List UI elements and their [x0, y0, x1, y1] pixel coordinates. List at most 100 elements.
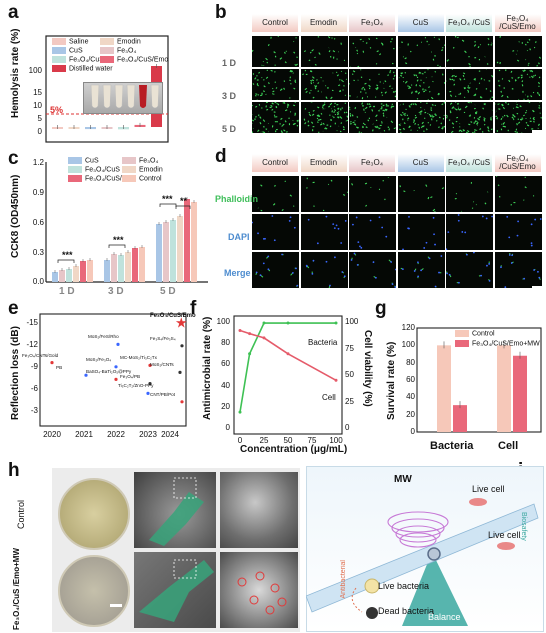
g-legend-label: Control	[472, 330, 495, 338]
f-marker	[238, 328, 242, 332]
b-micrograph-cells	[252, 102, 299, 133]
e-point	[180, 344, 184, 348]
g-ytick: 100	[401, 340, 415, 350]
c-bar	[87, 260, 93, 282]
panel-letter-a: a	[8, 2, 19, 23]
d-micrograph	[252, 214, 299, 250]
i-diagram	[306, 498, 539, 626]
g-ytick: 60	[406, 375, 415, 384]
c-bar	[104, 260, 110, 282]
e-xtick: 2021	[75, 430, 93, 439]
f-ytick2: 0	[345, 423, 350, 432]
f-marker	[262, 321, 266, 325]
a-legend-label: Emodin	[117, 38, 141, 46]
d-micrograph-cells	[398, 184, 444, 212]
b-micrograph	[300, 102, 348, 133]
panel-letter-c: c	[8, 148, 19, 169]
c-chart	[45, 162, 208, 283]
e-point-label: CNT/PB/Pot	[150, 391, 176, 397]
f-marker	[248, 352, 252, 356]
a-legend-item: Fe₃O₄/CuS/Emo	[100, 56, 168, 63]
c-bar	[59, 270, 65, 282]
c-legend-swatch	[122, 175, 136, 182]
d-micrograph-cells	[446, 214, 493, 250]
f-xtick: 25	[259, 436, 269, 445]
balance-beam	[306, 503, 539, 613]
i-biosafety: Biosafety	[520, 512, 527, 541]
f-marker	[286, 321, 290, 325]
e-point	[116, 342, 120, 346]
a-legend-item: Distilled water	[52, 65, 113, 72]
c-ytick: 0.9	[32, 188, 44, 197]
c-legend-item: Emodin	[122, 166, 163, 173]
f-xtick: 75	[307, 436, 317, 445]
hemolysis-tubes	[90, 84, 160, 109]
e-ytick: -15	[26, 318, 38, 327]
f-marker	[248, 332, 252, 336]
c-legend-item: Fe₃O₄/CuS	[68, 166, 120, 173]
b-micrograph-cells	[252, 36, 298, 67]
i-dead-bacteria: Dead bacteria	[378, 606, 435, 616]
f-ylabel2: Cell viability (%)	[362, 330, 373, 407]
e-star-point: ★	[175, 314, 188, 330]
d-micrograph-cells	[350, 252, 396, 288]
b-micrograph	[397, 102, 445, 133]
sem-bacteria-markers	[237, 571, 287, 615]
c-bar	[52, 272, 58, 282]
b-micrograph	[494, 102, 542, 133]
f-xtick: 50	[283, 436, 293, 445]
d-micrograph-cells	[252, 215, 296, 242]
live-cell-icon-2	[497, 542, 515, 550]
a-legend-swatch	[52, 38, 66, 45]
e-point-label: Fe₃S₄/Fe₃S₄	[150, 335, 176, 341]
c-legend-item: Fe₃O₄	[122, 157, 158, 164]
c-bar	[73, 266, 79, 282]
e-point	[178, 370, 182, 374]
h-row1-label: Control	[16, 500, 26, 530]
d-micrograph-cells	[352, 216, 388, 249]
c-bar	[132, 248, 138, 282]
g-legend-label: Fe₃O₄/CuS/Emo+MW	[472, 340, 540, 348]
e-point	[50, 361, 54, 365]
i-balance: Balance	[428, 612, 461, 622]
b-micrograph-cells	[303, 36, 345, 67]
e-point-label: Fe₃O₄/PB	[120, 373, 141, 379]
b-row-label: 3 D	[222, 91, 237, 101]
c-ytick: 0.0	[32, 277, 44, 286]
d-micrograph-cells	[257, 180, 295, 212]
d-row-label: Phalloidin	[215, 194, 259, 204]
g-ytick: 120	[401, 323, 415, 332]
c-bar	[80, 261, 86, 282]
b-row-label: 5 D	[222, 124, 237, 134]
e-ytick: -3	[30, 406, 38, 415]
d-micrograph	[349, 214, 396, 250]
c-legend-swatch	[68, 157, 82, 164]
a-legend-swatch	[52, 65, 66, 72]
b-micrograph	[397, 36, 445, 67]
c-sig: ***	[162, 194, 173, 204]
c-ytick: 0.6	[32, 218, 44, 227]
b-micrograph	[300, 69, 348, 100]
a-legend-label: Fe₃O₄/CuS/Emo	[117, 56, 169, 64]
c-group-label: 1 D	[59, 286, 75, 297]
b-header-0: Control	[252, 14, 298, 32]
f-ytick2: 75	[345, 343, 354, 353]
c-bar	[170, 220, 176, 282]
a-legend-swatch	[100, 56, 114, 63]
g-ytick: 40	[406, 392, 415, 402]
e-point	[114, 365, 118, 369]
g-bar	[437, 345, 451, 432]
c-bar	[66, 269, 72, 282]
c-legend-swatch	[68, 166, 82, 173]
d-micrograph	[349, 252, 396, 288]
c-bar	[125, 252, 131, 282]
c-legend-item: Fe₃O₄/CuS/Emo	[68, 175, 136, 182]
b-micrograph	[446, 36, 493, 67]
c-bar	[118, 255, 124, 282]
e-point-label: MoS₂/Fe₃O₄	[86, 356, 112, 362]
d-micrograph	[446, 252, 493, 288]
a-legend-item: Emodin	[100, 38, 141, 45]
b-micrograph-cells	[398, 102, 445, 133]
c-group-label: 3 D	[108, 286, 124, 297]
d-micrograph-cells	[349, 177, 389, 207]
